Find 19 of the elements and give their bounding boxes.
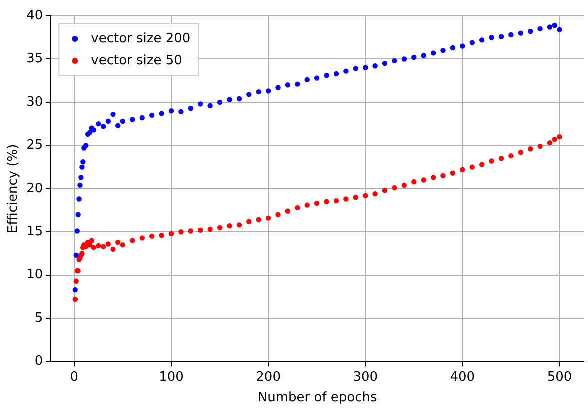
y-tick-label: 10: [26, 268, 44, 283]
x-tick-label: 200: [256, 370, 281, 385]
x-tick-label: 300: [353, 370, 378, 385]
x-tick-label: 100: [159, 370, 184, 385]
y-axis-title: Efficiency (%): [6, 144, 22, 234]
y-tick-label: 0: [34, 354, 44, 370]
x-tick-label: 0: [70, 370, 79, 385]
y-tick-label: 15: [26, 224, 44, 240]
y-tick-label: 35: [26, 52, 44, 67]
x-tick-label: 500: [547, 370, 572, 385]
y-tick-label: 40: [26, 8, 44, 24]
legend-label: vector size 200: [91, 31, 191, 46]
x-tick-label: 400: [450, 370, 476, 385]
y-tick-label: 25: [26, 138, 44, 154]
legend-label: vector size 50: [91, 53, 182, 68]
y-tick-label: 20: [26, 181, 44, 196]
y-tick-label: 5: [34, 310, 44, 326]
x-axis-title: Number of epochs: [258, 390, 378, 406]
y-tick-label: 30: [26, 94, 44, 110]
